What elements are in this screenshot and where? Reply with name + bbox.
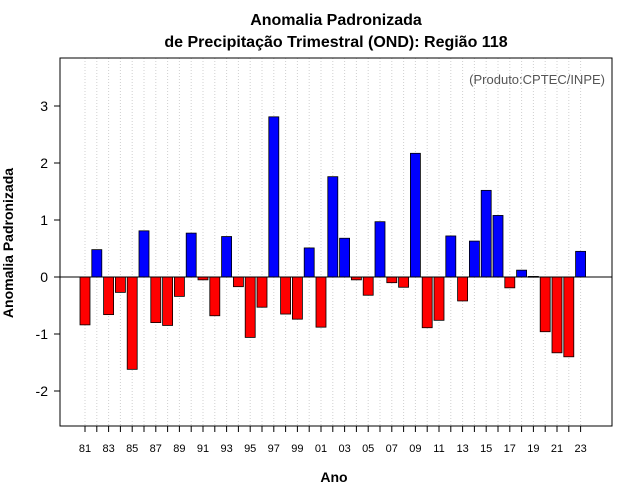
bar-2018 — [516, 269, 527, 278]
y-tick-label-3: 3 — [40, 98, 48, 114]
bar-2009 — [409, 152, 421, 278]
x-tick-label-21: 21 — [551, 443, 563, 455]
x-tick-label-93: 93 — [220, 443, 232, 455]
y-tick-label--2: -2 — [36, 383, 49, 399]
bar-2000 — [303, 247, 315, 278]
x-tick-label-83: 83 — [102, 443, 114, 455]
bar-1988 — [162, 276, 174, 326]
bar-1999 — [291, 276, 303, 320]
x-tick-label-95: 95 — [244, 443, 256, 455]
x-axis: 81 83 85 87 89 91 93 95 97 99 01 03 05 07 09 11 13 15 17 19… — [79, 426, 587, 455]
x-tick-label-05: 05 — [362, 443, 374, 455]
bar-2005 — [362, 276, 374, 296]
x-tick-label-15: 15 — [480, 443, 492, 455]
x-tick-label-89: 89 — [173, 443, 185, 455]
bar-1992 — [209, 276, 221, 317]
x-tick-label-17: 17 — [504, 443, 516, 455]
bar-2006 — [374, 221, 386, 278]
x-tick-label-11: 11 — [433, 443, 444, 455]
bar-1982 — [91, 249, 103, 278]
y-axis: -2 -1 0 1 2 3 — [36, 98, 60, 399]
bar-1996 — [256, 276, 268, 308]
y-tick-label-0: 0 — [40, 269, 48, 285]
bar-1987 — [150, 276, 162, 323]
x-tick-label-91: 91 — [197, 443, 209, 455]
bar-2023 — [575, 250, 586, 278]
bar-2017 — [504, 276, 516, 289]
y-tick-label--1: -1 — [36, 326, 49, 342]
bar-2008 — [398, 276, 410, 288]
bar-1985 — [126, 276, 138, 370]
bar-2013 — [457, 276, 469, 302]
x-tick-label-99: 99 — [291, 443, 303, 455]
bar-1997 — [268, 116, 280, 278]
bar-2001 — [315, 276, 327, 328]
credit-label: (Produto:CPTEC/INPE) — [469, 72, 605, 87]
bar-2002 — [327, 176, 339, 278]
x-tick-label-01: 01 — [315, 443, 327, 455]
bar-2020 — [539, 276, 551, 333]
y-tick-label-2: 2 — [40, 155, 48, 171]
x-tick-label-19: 19 — [527, 443, 539, 455]
bar-2007 — [386, 276, 398, 284]
plot-frame — [59, 57, 613, 427]
chart-title-line2: de Precipitação Trimestral (OND): Região… — [164, 34, 507, 51]
x-tick-label-87: 87 — [150, 443, 162, 455]
bar-2022 — [563, 276, 575, 358]
x-tick-label-03: 03 — [338, 443, 350, 455]
bar-1990 — [185, 232, 197, 278]
bar-1989 — [173, 276, 185, 297]
y-tick-label-1: 1 — [40, 212, 48, 228]
x-tick-label-07: 07 — [386, 443, 398, 455]
bar-2014 — [468, 240, 480, 278]
x-tick-label-13: 13 — [456, 443, 468, 455]
x-axis-title: Ano — [320, 469, 347, 485]
bar-1993 — [221, 236, 233, 278]
bar-2015 — [480, 189, 492, 278]
chart-title-line1: Anomalia Padronizada — [250, 12, 422, 29]
bar-1998 — [280, 276, 292, 315]
bar-1981 — [79, 276, 91, 326]
x-tick-label-85: 85 — [126, 443, 138, 455]
bar-1995 — [244, 276, 256, 338]
bar-1984 — [115, 276, 126, 293]
y-axis-title: Anomalia Padronizada — [0, 168, 16, 318]
bar-2021 — [551, 276, 563, 354]
x-tick-label-23: 23 — [574, 443, 586, 455]
x-tick-label-09: 09 — [409, 443, 421, 455]
bar-2003 — [339, 237, 351, 278]
x-tick-label-81: 81 — [79, 443, 91, 455]
bar-1986 — [138, 230, 150, 278]
bar-2010 — [421, 276, 433, 329]
x-tick-label-97: 97 — [268, 443, 280, 455]
bar-1983 — [103, 276, 114, 316]
bar-2011 — [433, 276, 445, 321]
bar-1994 — [232, 276, 244, 288]
bar-2016 — [492, 215, 504, 278]
bars — [79, 116, 586, 370]
bar-2012 — [445, 235, 457, 278]
